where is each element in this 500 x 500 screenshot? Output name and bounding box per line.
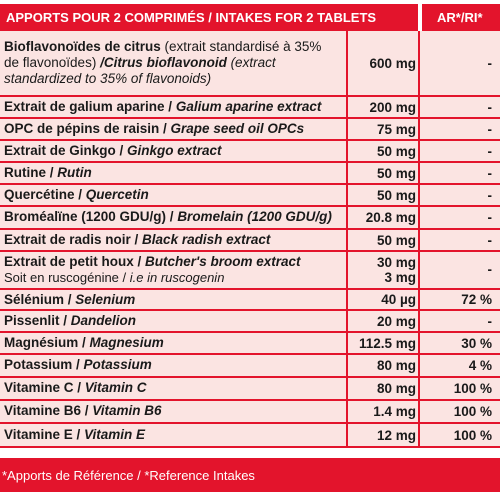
ingredient-name: OPC de pépins de raisin / Grape seed oil… (4, 121, 304, 137)
ar-value: - (424, 210, 492, 225)
ingredient-name: Potassium / Potassium (4, 357, 152, 373)
ar-value: - (424, 122, 492, 137)
table-row: Magnésium / Magnesium 112.5 mg 30 % (0, 332, 500, 354)
header-divider (418, 4, 422, 31)
ar-value: - (424, 188, 492, 203)
ar-value: - (424, 56, 492, 71)
ingredient-name: Broméalïne (1200 GDU/g) / Bromelain (120… (4, 209, 332, 225)
dose-value: 80 mg (352, 358, 416, 373)
table-row: Extrait de petit houx / Butcher's broom … (0, 251, 500, 289)
dose-value: 12 mg (352, 428, 416, 443)
ar-value: - (424, 100, 492, 115)
dose-value: 200 mg (352, 100, 416, 115)
ingredient-name: Extrait de radis noir / Black radish ext… (4, 232, 270, 248)
table-row: Broméalïne (1200 GDU/g) / Bromelain (120… (0, 206, 500, 229)
ingredient-name: Vitamine E / Vitamin E (4, 427, 145, 443)
footnote-bar: *Apports de Référence / *Reference Intak… (0, 458, 500, 492)
header-ar: AR*/RI* (437, 10, 483, 25)
dose-value: 600 mg (352, 56, 416, 71)
ingredient-name: Magnésium / Magnesium (4, 335, 164, 351)
table-row: Vitamine C / Vitamin C 80 mg 100 % (0, 377, 500, 400)
table-row: Pissenlit / Dandelion 20 mg - (0, 310, 500, 332)
ar-value: - (424, 314, 492, 329)
ar-value: 72 % (424, 292, 492, 307)
dose-value: 80 mg (352, 381, 416, 396)
dose-value: 50 mg (352, 233, 416, 248)
ingredient-name: Bioflavonoïdes de citrus (extrait standa… (4, 39, 321, 87)
table-row: Extrait de galium aparine / Galium apari… (0, 96, 500, 118)
table-row: Extrait de radis noir / Black radish ext… (0, 229, 500, 251)
ar-value: 100 % (424, 381, 492, 396)
ar-value: - (424, 233, 492, 248)
ingredient-name: Vitamine B6 / Vitamin B6 (4, 403, 162, 419)
footnote-text: *Apports de Référence / *Reference Intak… (2, 468, 255, 483)
ar-value: 100 % (424, 404, 492, 419)
ar-value: 30 % (424, 336, 492, 351)
dose-value: 75 mg (352, 122, 416, 137)
ingredient-name: Sélénium / Selenium (4, 292, 135, 308)
table-row: OPC de pépins de raisin / Grape seed oil… (0, 118, 500, 140)
ingredient-name: Quercétine / Quercetin (4, 187, 149, 203)
dose-value: 112.5 mg (352, 336, 416, 351)
table-row: Vitamine B6 / Vitamin B6 1.4 mg 100 % (0, 400, 500, 423)
dose-value: 50 mg (352, 144, 416, 159)
table-row: Sélénium / Selenium 40 µg 72 % (0, 289, 500, 310)
table-row: Rutine / Rutin 50 mg - (0, 162, 500, 184)
ingredient-name: Pissenlit / Dandelion (4, 313, 136, 329)
table-row: Vitamine E / Vitamin E 12 mg 100 % (0, 423, 500, 447)
dose-value: 50 mg (352, 166, 416, 181)
dose-value: 20 mg (352, 314, 416, 329)
ingredient-name: Extrait de Ginkgo / Ginkgo extract (4, 143, 222, 159)
ingredient-name: Vitamine C / Vitamin C (4, 380, 147, 396)
header-intakes: APPORTS POUR 2 COMPRIMÉS / INTAKES FOR 2… (6, 10, 376, 25)
dose-value: 50 mg (352, 188, 416, 203)
table-row: Potassium / Potassium 80 mg 4 % (0, 354, 500, 377)
table-header: APPORTS POUR 2 COMPRIMÉS / INTAKES FOR 2… (0, 4, 500, 31)
table-row: Bioflavonoïdes de citrus (extrait standa… (0, 31, 500, 96)
table-body: Bioflavonoïdes de citrus (extrait standa… (0, 31, 500, 447)
ar-value: 4 % (424, 358, 492, 373)
dose-value: 30 mg 3 mg (352, 255, 416, 285)
ar-value: - (424, 144, 492, 159)
ar-value: - (424, 166, 492, 181)
dose-value: 20.8 mg (352, 210, 416, 225)
table-row: Quercétine / Quercetin 50 mg - (0, 184, 500, 206)
ingredient-name: Rutine / Rutin (4, 165, 92, 181)
ar-value: 100 % (424, 428, 492, 443)
dose-value: 40 µg (352, 292, 416, 307)
ar-value: - (424, 262, 492, 277)
table-row: Extrait de Ginkgo / Ginkgo extract 50 mg… (0, 140, 500, 162)
dose-value: 1.4 mg (352, 404, 416, 419)
ingredient-name: Extrait de petit houx / Butcher's broom … (4, 254, 301, 286)
ingredient-name: Extrait de galium aparine / Galium apari… (4, 99, 321, 115)
